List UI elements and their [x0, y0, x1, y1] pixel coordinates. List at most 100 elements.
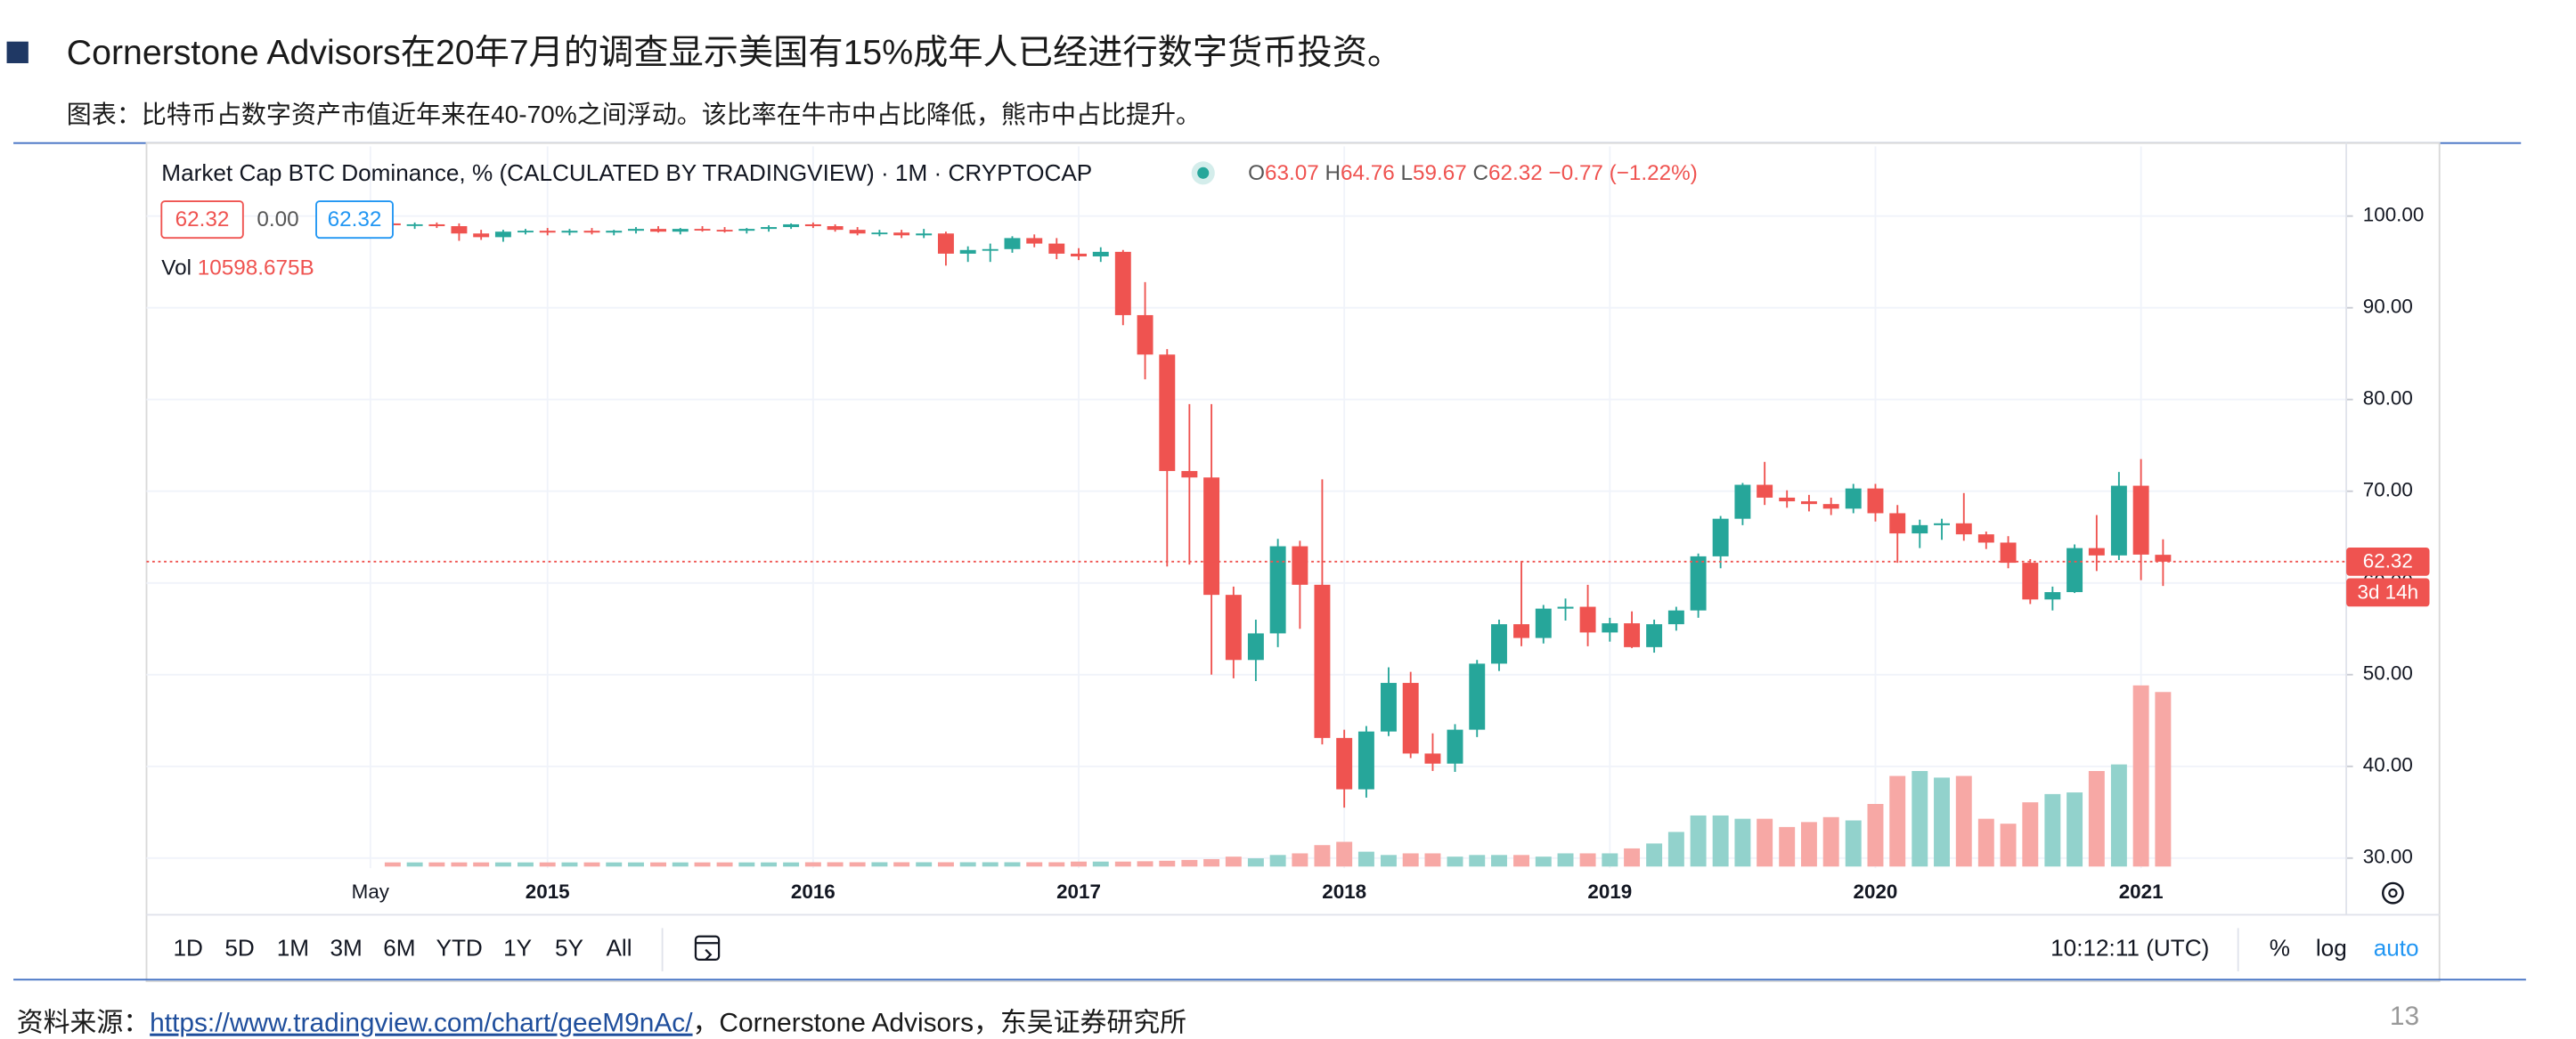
ohlc-value: 62.32 [1488, 162, 1543, 186]
candle-body [1026, 238, 1043, 244]
volume-bar [1357, 851, 1374, 867]
volume-bar [1557, 853, 1574, 867]
settings-icon[interactable] [2381, 881, 2404, 905]
volume-bar [1845, 820, 1862, 867]
candle-body [1469, 663, 1486, 730]
candle-body [1757, 484, 1773, 498]
timeframe-button[interactable]: 5D [224, 935, 254, 962]
volume-bar [1513, 855, 1530, 867]
ask-value: 62.32 [328, 207, 382, 231]
timeframe-button[interactable]: YTD [436, 935, 483, 962]
candle-body [1734, 484, 1751, 519]
candle-body [428, 223, 445, 227]
candle-body [1955, 523, 1972, 535]
volume-bar [1934, 777, 1950, 867]
candle-body [1646, 624, 1663, 647]
candle-body [827, 226, 844, 231]
candle-body [1624, 623, 1641, 647]
volume-bar [871, 862, 888, 867]
countdown-label: 3d 14h [2358, 580, 2419, 603]
timeframe-button[interactable]: 5Y [555, 935, 583, 962]
candle-body [871, 232, 888, 235]
timeframe-button[interactable]: All [606, 935, 632, 962]
y-tick-label: 70.00 [2363, 479, 2413, 501]
ask-badge[interactable] [315, 200, 394, 239]
x-tick-label: 2020 [1854, 881, 1898, 903]
volume-bar [1889, 775, 1906, 867]
volume-bar [2155, 692, 2172, 867]
volume-bar [1048, 862, 1065, 867]
y-tick-label: 50.00 [2363, 662, 2413, 685]
bullet [6, 41, 29, 63]
y-tick-label: 90.00 [2363, 296, 2413, 318]
volume-bar [1269, 855, 1286, 867]
volume-bar [2044, 793, 2061, 867]
x-tick-label: May [352, 881, 390, 903]
volume-bar [1712, 815, 1729, 867]
volume-bar [761, 862, 778, 867]
volume-bar [893, 862, 910, 867]
ohlc-value: 63.07 [1265, 162, 1319, 186]
candle-body [1004, 238, 1021, 249]
candle-body [1137, 314, 1153, 355]
volume-bar [1225, 856, 1242, 867]
candle-body [1424, 753, 1441, 764]
x-tick-label: 2021 [2119, 881, 2164, 903]
source-link[interactable]: https://www.tradingview.com/chart/geeM9n… [150, 1009, 693, 1038]
candle-body [451, 226, 468, 234]
candle-body [1336, 737, 1353, 790]
volume-title: Vol [161, 256, 192, 280]
scale-option[interactable]: log [2316, 935, 2347, 962]
candle-body [2110, 485, 2127, 556]
volume-bar [1092, 861, 1109, 867]
volume-bar [1336, 841, 1353, 867]
candle-body [716, 230, 733, 232]
volume-bar [1667, 832, 1684, 867]
volume-bar [1469, 855, 1486, 867]
bid-badge[interactable] [160, 200, 244, 239]
candle-body [583, 231, 600, 233]
x-tick-label: 2019 [1587, 881, 1632, 903]
candle-body [473, 233, 490, 238]
timeframe-button[interactable]: 1Y [503, 935, 532, 962]
candle-body [1690, 556, 1707, 611]
volume-bar [628, 862, 644, 867]
volume-legend: Vol 10598.675B [161, 256, 314, 280]
candle-body [1800, 501, 1817, 505]
scale-option[interactable]: auto [2374, 935, 2419, 962]
x-tick-label: 2016 [791, 881, 836, 903]
timeframe-button[interactable]: 1M [277, 935, 309, 962]
chart-title: Market Cap BTC Dominance, % (CALCULATED … [161, 159, 1092, 186]
volume-bar [804, 862, 821, 867]
candle-body [1159, 354, 1176, 472]
candle-body [1602, 623, 1618, 633]
candle-body [1292, 546, 1308, 585]
timeframe-button[interactable]: 1D [173, 935, 202, 962]
volume-bar [451, 862, 468, 867]
volume-bar [694, 862, 711, 867]
volume-bar [2110, 764, 2127, 867]
volume-bar [738, 862, 755, 867]
candle-body [738, 229, 755, 231]
candle-body [1712, 518, 1729, 556]
scale-option[interactable]: % [2270, 935, 2290, 962]
volume-bar [1624, 848, 1641, 867]
icon-frame [694, 935, 721, 962]
volume-bar [1579, 853, 1596, 867]
volume-bar [1137, 861, 1153, 867]
date-range-icon[interactable] [694, 935, 721, 962]
y-tick-label: 100.00 [2363, 204, 2425, 226]
volume-bar [982, 862, 999, 867]
candle-body [1491, 624, 1507, 664]
gear-hub [2388, 888, 2398, 898]
x-tick-label: 2018 [1322, 881, 1366, 903]
candle-body [1667, 610, 1684, 625]
volume-bar [1602, 853, 1618, 867]
timeframe-button[interactable]: 6M [383, 935, 415, 962]
y-tick-label: 40.00 [2363, 754, 2413, 776]
timeframe-button[interactable]: 3M [330, 935, 362, 962]
candle-body [1867, 488, 1884, 514]
candle-body [1822, 504, 1839, 509]
candle-body [517, 231, 534, 233]
